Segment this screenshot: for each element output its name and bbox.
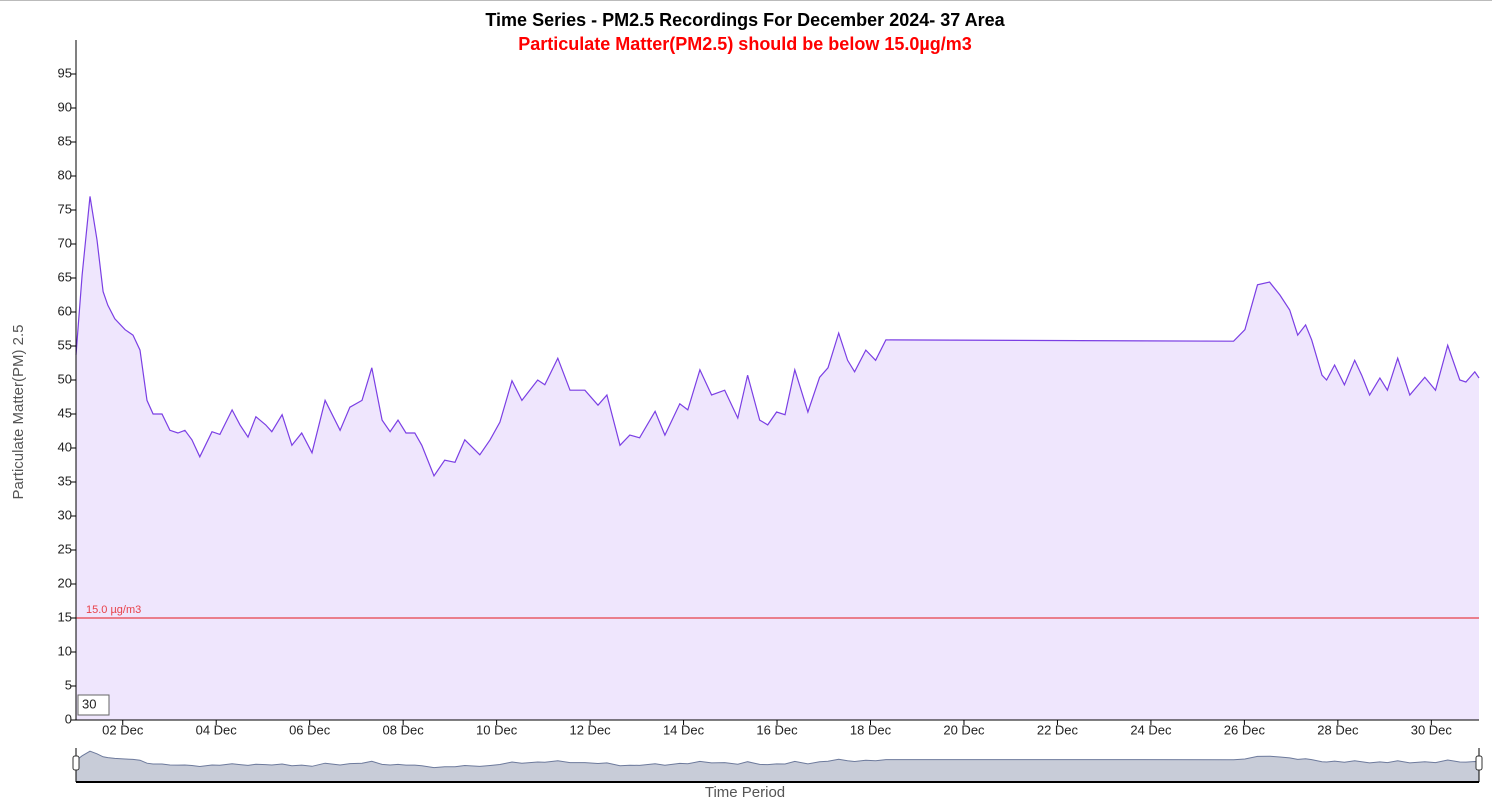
navigator-area: [76, 751, 1479, 782]
y-tick-label: 45: [58, 405, 72, 420]
y-tick-label: 65: [58, 269, 72, 284]
y-tick-label: 85: [58, 133, 72, 148]
y-axis-label: Particulate Matter(PM) 2.5: [10, 324, 27, 499]
y-tick-label: 40: [58, 439, 72, 454]
navigator-handle[interactable]: [1475, 755, 1483, 771]
y-tick-label: 60: [58, 303, 72, 318]
x-tick-label: 08 Dec: [383, 722, 425, 737]
y-tick-label: 95: [58, 65, 72, 80]
x-tick-label: 04 Dec: [196, 722, 238, 737]
x-tick-label: 24 Dec: [1130, 722, 1172, 737]
x-tick-label: 06 Dec: [289, 722, 331, 737]
y-tick-label: 90: [58, 99, 72, 114]
x-tick-label: 30 Dec: [1411, 722, 1453, 737]
x-tick-label: 10 Dec: [476, 722, 518, 737]
navigator-handle[interactable]: [72, 755, 80, 771]
y-tick-label: 5: [65, 677, 72, 692]
y-tick-label: 15: [58, 609, 72, 624]
data-line: [75, 196, 1480, 478]
y-tick-label: 55: [58, 337, 72, 352]
y-tick-label: 50: [58, 371, 72, 386]
y-tick-label: 0: [65, 711, 72, 726]
x-tick-label: 16 Dec: [756, 722, 798, 737]
x-tick-label: 20 Dec: [943, 722, 985, 737]
y-tick-label: 25: [58, 541, 72, 556]
y-tick-label: 35: [58, 473, 72, 488]
x-tick-label: 18 Dec: [850, 722, 892, 737]
y-tick-label: 75: [58, 201, 72, 216]
y-tick-label: 80: [58, 167, 72, 182]
area-fill: [76, 196, 1479, 720]
x-tick-label: 22 Dec: [1037, 722, 1079, 737]
chart-subtitle: Particulate Matter(PM2.5) should be belo…: [518, 34, 971, 54]
range-input-box[interactable]: [77, 694, 110, 716]
y-tick-label: 20: [58, 575, 72, 590]
x-tick-label: 26 Dec: [1224, 722, 1266, 737]
threshold-label: 15.0 µg/m3: [86, 604, 141, 616]
range-input-value[interactable]: 30: [82, 696, 96, 711]
y-tick-label: 70: [58, 235, 72, 250]
navigator-line: [75, 750, 1480, 769]
y-tick-label: 30: [58, 507, 72, 522]
x-tick-label: 28 Dec: [1317, 722, 1359, 737]
x-tick-label: 12 Dec: [569, 722, 611, 737]
x-tick-label: 14 Dec: [663, 722, 705, 737]
x-tick-label: 02 Dec: [102, 722, 144, 737]
y-tick-label: 10: [58, 643, 72, 658]
chart-title: Time Series - PM2.5 Recordings For Decem…: [485, 10, 1005, 30]
x-axis-label: Time Period: [705, 784, 785, 801]
